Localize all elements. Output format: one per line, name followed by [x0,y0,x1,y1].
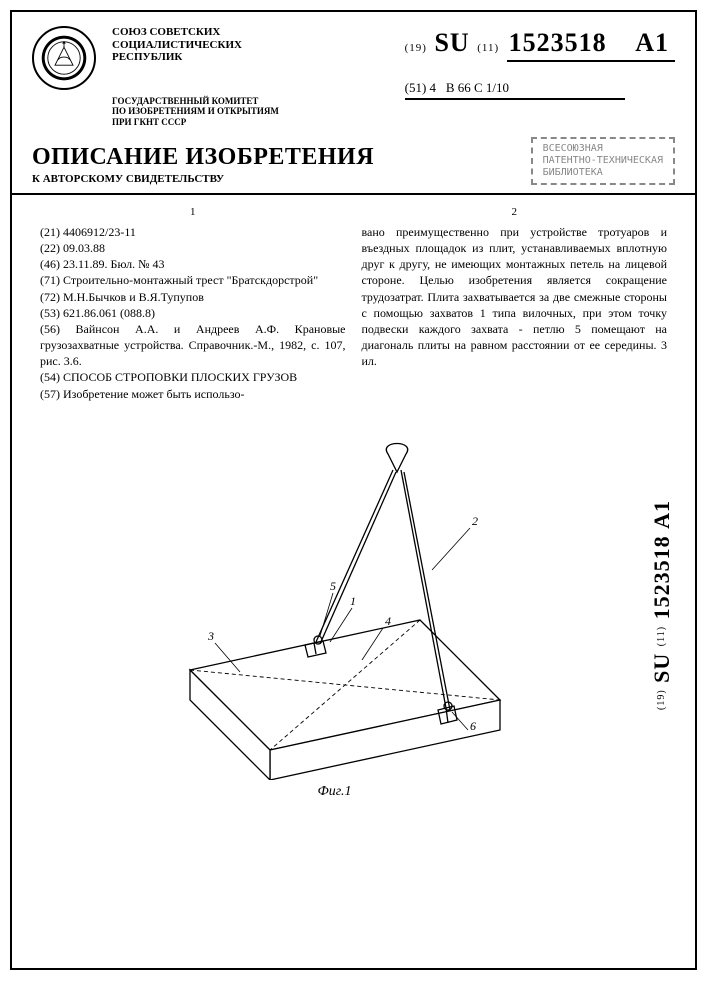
stamp-line: ПАТЕНТНО-ТЕХНИЧЕСКАЯ [543,155,663,167]
header: СОЮЗ СОВЕТСКИХ СОЦИАЛИСТИЧЕСКИХ РЕСПУБЛИ… [12,12,695,131]
figure-area: 1 2 3 4 5 6 Фиг.1 (19) SU (11) 1523518 A1 [12,406,695,810]
figure-caption: Фиг.1 [317,784,351,800]
side-country-code: SU [649,653,674,683]
title-row: ОПИСАНИЕ ИЗОБРЕТЕНИЯ К АВТОРСКОМУ СВИДЕТ… [12,131,695,195]
header-text-block: СОЮЗ СОВЕТСКИХ СОЦИАЛИСТИЧЕСКИХ РЕСПУБЛИ… [112,26,279,127]
code-19: (19) [405,42,427,54]
column-right: 2 вано преимущественно при устройстве тр… [354,205,676,402]
page-frame: СОЮЗ СОВЕТСКИХ СОЦИАЛИСТИЧЕСКИХ РЕСПУБЛИ… [10,10,697,970]
body-columns: 1 (21) 4406912/23-11 (22) 09.03.88 (46) … [12,195,695,406]
figure-ref-label: 5 [330,579,336,593]
side-code-11: (11) [656,626,667,646]
country-code: SU [434,28,469,57]
title-block: ОПИСАНИЕ ИЗОБРЕТЕНИЯ К АВТОРСКОМУ СВИДЕТ… [32,144,374,185]
code-51: (51) 4 [405,80,436,95]
document-title: ОПИСАНИЕ ИЗОБРЕТЕНИЯ [32,144,374,171]
document-number: (19) SU (11) 1523518 A1 [405,28,675,62]
right-column-text: вано преимущественно при устройстве трот… [362,224,668,370]
figure-1-drawing: 1 2 3 4 5 6 [120,410,550,780]
figure-ref-label: 3 [207,629,214,643]
state-emblem [32,26,96,90]
side-document-number: (19) SU (11) 1523518 A1 [649,500,675,710]
figure-ref-label: 6 [470,719,476,733]
side-kind-code: A1 [649,500,674,529]
figure-ref-label: 4 [385,614,391,628]
kind-code: A1 [635,28,669,57]
stamp-line: БИБЛИОТЕКА [543,167,663,179]
code-11: (11) [477,42,499,54]
figure-ref-label: 2 [472,514,478,528]
ipc-classification: (51) 4 B 66 C 1/10 [405,80,625,100]
side-code-19: (19) [656,689,667,710]
document-subtitle: К АВТОРСКОМУ СВИДЕТЕЛЬСТВУ [32,173,374,185]
column-number-right: 2 [362,205,668,220]
committee-name: ГОСУДАРСТВЕННЫЙ КОМИТЕТ ПО ИЗОБРЕТЕНИЯМ … [112,96,279,127]
union-name: СОЮЗ СОВЕТСКИХ СОЦИАЛИСТИЧЕСКИХ РЕСПУБЛИ… [112,26,279,64]
stamp-line: ВСЕСОЮЗНАЯ [543,143,663,155]
column-left: 1 (21) 4406912/23-11 (22) 09.03.88 (46) … [32,205,354,402]
library-stamp: ВСЕСОЮЗНАЯ ПАТЕНТНО-ТЕХНИЧЕСКАЯ БИБЛИОТЕ… [531,137,675,185]
emblem-icon [46,40,82,76]
column-number-left: 1 [40,205,346,220]
figure-container: 1 2 3 4 5 6 Фиг.1 [32,410,637,800]
patent-number: 1523518 [509,28,607,57]
side-patent-number: 1523518 [649,535,674,619]
left-column-text: (21) 4406912/23-11 (22) 09.03.88 (46) 23… [40,224,346,402]
ipc-code: B 66 C 1/10 [446,80,509,95]
figure-ref-label: 1 [350,594,356,608]
header-right: (19) SU (11) 1523518 A1 (51) 4 B 66 C 1/… [405,26,675,100]
